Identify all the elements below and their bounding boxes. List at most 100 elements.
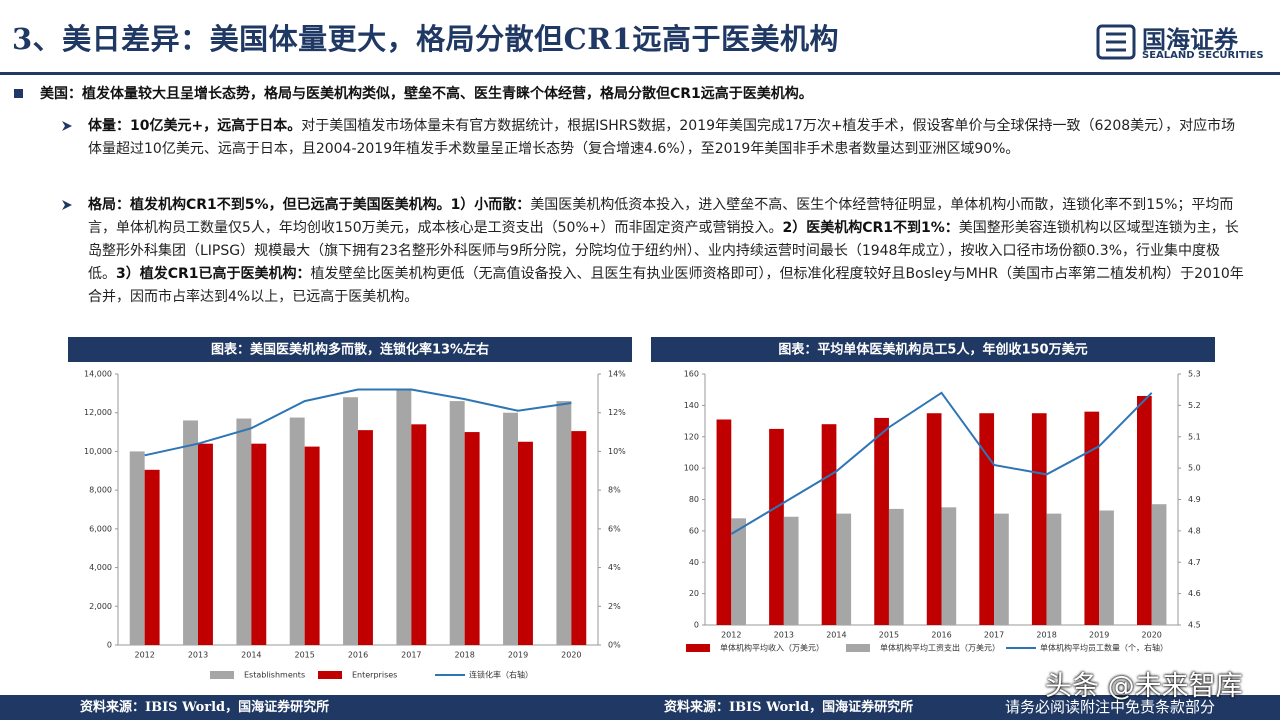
x-tick-label: 2015 <box>879 631 899 640</box>
bar <box>198 443 213 645</box>
slide-title: 3、美日差异：美国体量更大，格局分散但CR1远高于医美机构 <box>12 22 840 56</box>
bar <box>769 428 784 625</box>
y-tick-label: 60 <box>689 526 699 535</box>
bullet: 体量：10亿美元+，远高于日本。对于美国植发市场体量未有官方数据统计，根据ISH… <box>88 115 1238 161</box>
x-tick-label: 2018 <box>1036 631 1056 640</box>
bullet: 格局：植发机构CR1不到5%，但已远高于美国医美机构。1）小而散：美国医美机构低… <box>88 194 1248 309</box>
bar <box>396 389 412 645</box>
bar <box>144 469 160 645</box>
disclaimer: 请务必阅读附注中免责条款部分 <box>1005 698 1216 716</box>
bar <box>251 443 267 645</box>
legend-swatch <box>318 671 342 679</box>
chart-title-bar <box>651 337 1215 362</box>
y-tick-label: 120 <box>684 432 699 441</box>
text-segment: 3）植发CR1已高于医美机构： <box>116 266 311 282</box>
bar <box>836 513 852 625</box>
text-segment: 美国整形美容连锁机构以区域型连锁为主，长岛整形外科集团（LIPSG）规模最大（旗… <box>88 220 1239 282</box>
bar <box>1151 504 1167 625</box>
y2-tick-label: 5.0 <box>1188 464 1201 473</box>
bar <box>1099 510 1114 625</box>
bar <box>994 513 1009 625</box>
bar <box>1046 513 1062 625</box>
x-tick-label: 2020 <box>561 651 581 660</box>
bar <box>1031 413 1047 625</box>
legend-label: 连锁化率（右轴） <box>469 670 533 680</box>
chart-title: 图表：美国医美机构多而散，连锁化率13%左右 <box>211 342 489 358</box>
line-series <box>144 388 572 457</box>
y-tick-label: 2,000 <box>89 602 112 611</box>
header-rule <box>1058 72 1280 75</box>
x-tick-label: 2019 <box>1089 631 1109 640</box>
logo: 国海证券 SEALAND SECURITIES <box>1096 20 1276 66</box>
y2-tick-label: 14% <box>608 370 626 379</box>
bullet-arrow <box>62 200 72 210</box>
y-tick-label: 160 <box>684 370 699 379</box>
y2-tick-label: 4.5 <box>1188 621 1201 630</box>
bullet-square <box>14 89 23 98</box>
x-tick-label: 2013 <box>774 631 794 640</box>
x-tick-label: 2019 <box>508 651 528 660</box>
legend-label: Enterprises <box>352 671 397 680</box>
x-tick-label: 2014 <box>241 651 261 660</box>
y-tick-label: 0 <box>694 621 699 630</box>
x-tick-label: 2014 <box>826 631 846 640</box>
line-series <box>730 391 1153 535</box>
logo-name: 国海证券 <box>1142 26 1238 54</box>
chart-title: 图表：平均单体医美机构员工5人，年创收150万美元 <box>778 342 1087 358</box>
y-tick-label: 40 <box>689 558 699 567</box>
source: 资料来源：IBIS World，国海证券研究所 <box>80 700 330 715</box>
legend-label: Establishments <box>244 671 305 680</box>
bar <box>289 417 305 645</box>
bar <box>926 413 942 625</box>
footer-bar <box>0 695 1280 720</box>
header-rule <box>0 72 1058 75</box>
bar <box>979 413 995 625</box>
legend-label: 单体机构平均工资支出（万美元） <box>880 643 1000 653</box>
bullet: 美国：植发体量较大且呈增长态势，格局与医美机构类似，壁垒不高、医生青睐个体经营，… <box>40 83 1260 106</box>
legend-label: 单体机构平均员工数量（个，右轴） <box>1040 643 1168 653</box>
source: 资料来源：IBIS World，国海证券研究所 <box>664 700 914 715</box>
y2-tick-label: 5.1 <box>1188 432 1201 441</box>
y-tick-label: 8,000 <box>89 486 112 495</box>
bar <box>716 419 732 625</box>
bar <box>941 507 957 625</box>
text-segment: 体量：10亿美元+，远高于日本。 <box>88 118 302 134</box>
x-tick-label: 2012 <box>721 631 741 640</box>
bar <box>1137 395 1152 625</box>
bar <box>571 431 587 645</box>
x-tick-label: 2017 <box>401 651 421 660</box>
bar <box>304 446 320 645</box>
y-tick-label: 6,000 <box>89 524 112 533</box>
bar <box>731 518 746 625</box>
y2-tick-label: 0% <box>608 641 621 650</box>
y2-tick-label: 8% <box>608 486 621 495</box>
text-segment: 美国医美机构低资本投入，进入壁垒不高、医生个体经营特征明显，单体机构小而散，连锁… <box>88 197 1234 236</box>
bar <box>888 508 904 625</box>
bar <box>503 412 518 645</box>
y-tick-label: 20 <box>689 589 699 598</box>
bar <box>518 441 533 645</box>
y2-tick-label: 2% <box>608 602 621 611</box>
watermark: 头条 @未来智库 <box>1045 671 1243 702</box>
text-segment: 对于美国植发市场体量未有官方数据统计，根据ISHRS数据，2019年美国完成17… <box>88 118 1236 157</box>
bar <box>874 417 889 625</box>
bar <box>343 397 358 645</box>
y-tick-label: 12,000 <box>84 408 112 417</box>
text-segment: 2）医美机构CR1不到1%： <box>782 220 959 236</box>
bar <box>411 424 427 645</box>
text-segment: 美国：植发体量较大且呈增长态势，格局与医美机构类似，壁垒不高、医生青睐个体经营，… <box>40 86 813 102</box>
bar <box>358 430 373 645</box>
y2-tick-label: 4.6 <box>1188 589 1201 598</box>
bar <box>1084 411 1100 625</box>
logo-sub: SEALAND SECURITIES <box>1142 50 1264 61</box>
y-tick-label: 4,000 <box>89 563 112 572</box>
legend-swatch <box>846 644 870 652</box>
x-tick-label: 2017 <box>984 631 1004 640</box>
bar <box>464 432 480 645</box>
x-tick-label: 2015 <box>294 651 314 660</box>
y2-tick-label: 4.7 <box>1188 558 1201 567</box>
bullet-arrow <box>62 121 72 131</box>
text-segment: 植发壁垒比医美机构更低（无高值设备投入、且医生有执业医师资格即可），但标准化程度… <box>88 266 1244 305</box>
